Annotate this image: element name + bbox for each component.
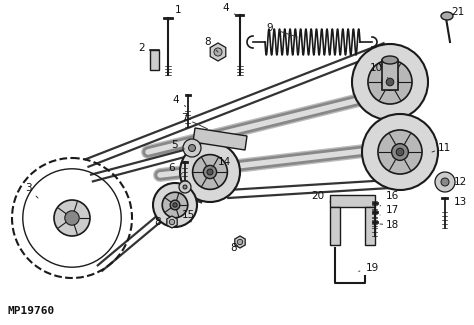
Circle shape <box>237 239 243 245</box>
Text: 6: 6 <box>169 163 182 174</box>
Circle shape <box>183 185 187 189</box>
Circle shape <box>396 148 404 156</box>
Circle shape <box>378 130 422 174</box>
Polygon shape <box>235 236 245 248</box>
Text: 20: 20 <box>311 191 330 202</box>
Text: 8: 8 <box>155 217 167 227</box>
Text: 5: 5 <box>172 140 184 150</box>
Text: 21: 21 <box>450 7 465 20</box>
Text: 1: 1 <box>170 5 182 20</box>
Circle shape <box>169 219 175 225</box>
Circle shape <box>362 114 438 190</box>
Circle shape <box>189 145 195 151</box>
Text: 10: 10 <box>369 63 388 78</box>
Circle shape <box>173 203 177 207</box>
Text: 15: 15 <box>178 208 195 220</box>
Circle shape <box>203 165 217 179</box>
Polygon shape <box>210 43 226 61</box>
Text: 16: 16 <box>380 191 399 206</box>
Circle shape <box>435 172 455 192</box>
Circle shape <box>386 78 394 86</box>
Text: MP19760: MP19760 <box>8 306 55 316</box>
Circle shape <box>153 183 197 227</box>
Text: 7: 7 <box>181 113 208 129</box>
Bar <box>365 207 375 245</box>
Bar <box>151 50 159 70</box>
Text: 4: 4 <box>223 3 238 16</box>
Text: 9: 9 <box>267 23 297 37</box>
Circle shape <box>54 200 90 236</box>
Text: 17: 17 <box>380 205 399 215</box>
Text: 18: 18 <box>380 220 399 230</box>
Bar <box>330 207 340 245</box>
Polygon shape <box>193 128 247 150</box>
Circle shape <box>162 192 188 218</box>
Ellipse shape <box>441 12 453 20</box>
Circle shape <box>441 178 449 186</box>
Text: 8: 8 <box>205 37 218 52</box>
Text: 3: 3 <box>25 183 38 198</box>
Circle shape <box>207 169 213 175</box>
Circle shape <box>179 181 191 193</box>
Circle shape <box>214 48 222 56</box>
Circle shape <box>65 211 79 225</box>
Text: 2: 2 <box>139 43 151 54</box>
Text: 14: 14 <box>212 157 231 168</box>
Ellipse shape <box>382 56 398 64</box>
Text: 13: 13 <box>453 197 466 207</box>
Circle shape <box>183 139 201 157</box>
Circle shape <box>180 142 240 202</box>
Text: 19: 19 <box>359 263 379 273</box>
Text: 12: 12 <box>453 177 466 187</box>
Circle shape <box>170 200 180 210</box>
Circle shape <box>382 74 398 90</box>
Text: 8: 8 <box>231 243 237 253</box>
Text: 11: 11 <box>432 143 451 153</box>
Bar <box>330 195 375 207</box>
Circle shape <box>392 144 409 160</box>
Circle shape <box>352 44 428 120</box>
Circle shape <box>368 60 412 104</box>
Polygon shape <box>167 216 177 228</box>
Bar <box>382 60 398 90</box>
Text: 4: 4 <box>173 95 186 107</box>
Circle shape <box>192 155 228 189</box>
